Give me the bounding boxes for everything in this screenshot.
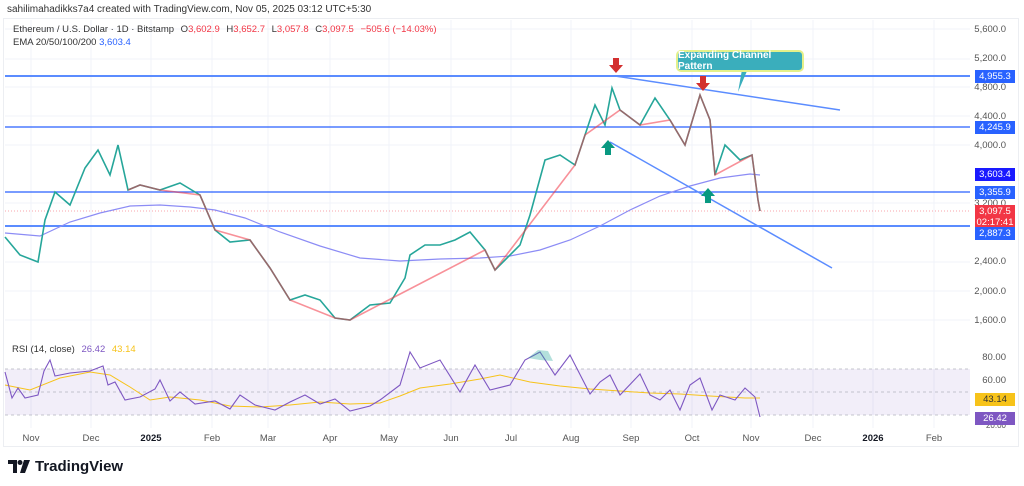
- change-value: −505.6 (−14.03%): [360, 24, 437, 35]
- bar-countdown: 02:17:41: [976, 217, 1014, 228]
- rsi-badge: 26.42: [975, 412, 1015, 425]
- ema-badge: 3,603.4: [975, 168, 1015, 181]
- tradingview-logo-icon: [8, 460, 30, 473]
- time-tick: 2026: [862, 433, 884, 444]
- price-tick: 5,200.0: [974, 53, 1006, 64]
- rsi-legend: RSI (14, close) 26.42 43.14: [12, 344, 136, 355]
- time-tick: Dec: [82, 433, 100, 444]
- close-label: C: [315, 24, 323, 35]
- time-tick: Mar: [259, 433, 277, 444]
- price-tick: 2,400.0: [974, 256, 1006, 267]
- time-tick: Aug: [562, 433, 580, 444]
- time-tick: Apr: [322, 433, 338, 444]
- time-tick: Nov: [742, 433, 760, 444]
- symbol-title: Ethereum / U.S. Dollar · 1D · Bitstamp: [13, 24, 175, 35]
- chart-frame: [3, 18, 1019, 447]
- high-label: H: [226, 24, 234, 35]
- tradingview-logo: TradingView: [8, 458, 123, 475]
- last-price: 3,097.5: [979, 206, 1011, 217]
- brand-name: TradingView: [35, 458, 124, 475]
- open-label: O: [180, 24, 189, 35]
- rsi-ma-value: 43.14: [111, 344, 136, 355]
- last-price-badge: 3,097.5 02:17:41: [975, 205, 1015, 229]
- rsi-ma-line: [4, 371, 760, 408]
- price-tick: 5,600.0: [974, 24, 1006, 35]
- arrow-down-icon: [609, 58, 710, 91]
- ema-value: 3,603.4: [99, 37, 131, 48]
- high-value: 3,652.7: [233, 24, 265, 35]
- resistance-mid-badge: 4,245.9: [975, 121, 1015, 134]
- price-tick: 1,600.0: [974, 315, 1006, 326]
- time-tick: Feb: [203, 433, 221, 444]
- low-value: 3,057.8: [276, 24, 309, 35]
- rsi-ma-badge: 43.14: [975, 393, 1015, 406]
- open-value: 3,602.9: [188, 24, 220, 35]
- symbol-legend: Ethereum / U.S. Dollar · 1D · Bitstamp O…: [13, 23, 437, 49]
- support-low-badge: 2,887.3: [975, 227, 1015, 240]
- support-mid-badge: 3,355.9: [975, 186, 1015, 199]
- price-tick: 4,000.0: [974, 140, 1006, 151]
- ema-line: [4, 173, 761, 262]
- price-path: [4, 84, 761, 321]
- channel-upper-line: [614, 75, 841, 111]
- rsi-label: RSI (14, close): [12, 344, 75, 355]
- time-tick: Jun: [443, 433, 459, 444]
- time-tick: Jul: [504, 433, 518, 444]
- resistance-top-badge: 4,955.3: [975, 70, 1015, 83]
- rsi-tick: 60.00: [982, 375, 1006, 386]
- rsi-value: 26.42: [81, 344, 106, 355]
- support-resistance-lines: [5, 75, 970, 227]
- rsi-tick: 20.00: [985, 421, 1006, 430]
- close-value: 3,097.5: [322, 24, 354, 35]
- time-tick: 2025: [140, 433, 162, 444]
- time-tick: Dec: [804, 433, 822, 444]
- low-label: L: [271, 24, 277, 35]
- ema-label: EMA 20/50/100/200: [13, 37, 97, 48]
- arrow-up-icon: [601, 140, 715, 203]
- rsi-tick: 80.00: [982, 352, 1006, 363]
- time-tick: Sep: [622, 433, 640, 444]
- time-tick: May: [380, 433, 398, 444]
- price-tick: 4,400.0: [974, 111, 1006, 122]
- price-tick: 4,800.0: [974, 82, 1006, 93]
- expanding-channel-callout[interactable]: Expanding Channel Pattern: [676, 50, 804, 72]
- time-tick: Oct: [684, 433, 700, 444]
- time-tick: Feb: [925, 433, 943, 444]
- rsi-line: [4, 350, 761, 418]
- time-tick: Nov: [22, 433, 40, 444]
- channel-lower-line: [609, 141, 833, 269]
- price-tick: 2,000.0: [974, 286, 1006, 297]
- price-tick: 3,200.0: [974, 198, 1006, 209]
- chart-credit: sahilimahadikks7a4 created with TradingV…: [7, 4, 372, 15]
